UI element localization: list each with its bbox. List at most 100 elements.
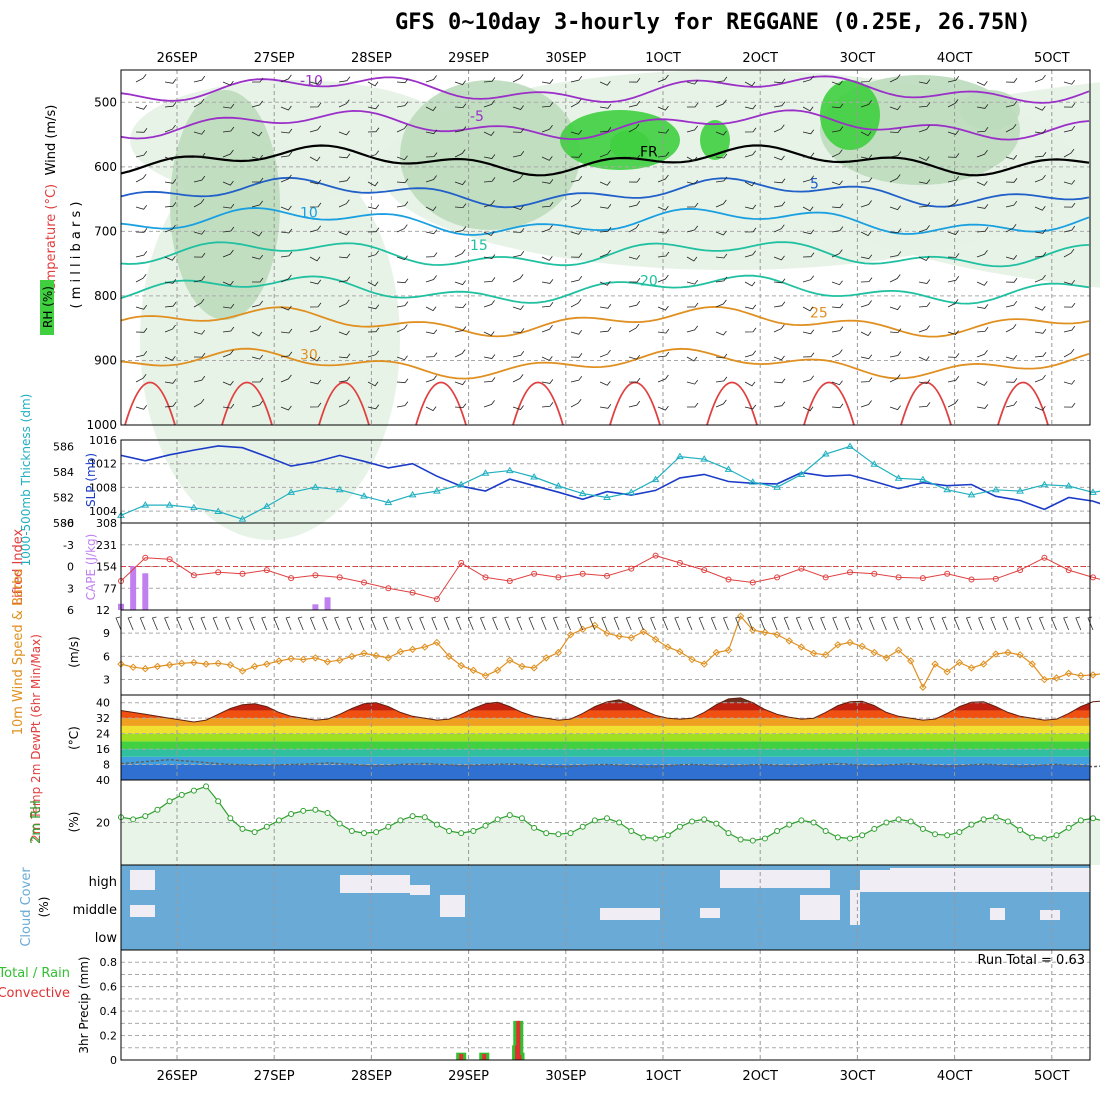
wind-barb-10m (382, 616, 389, 631)
rh2m-point (1065, 824, 1072, 831)
wind-barb (657, 151, 670, 158)
wind-speed-point (1016, 651, 1024, 659)
wind-barb (135, 373, 147, 383)
wind-barb (367, 204, 380, 210)
cloud-clear-patch (720, 870, 830, 888)
wind-barb (164, 379, 177, 384)
wind-barb (976, 81, 988, 86)
wind-barb (1063, 279, 1076, 285)
date-label-bottom: 26SEP (157, 1069, 198, 1084)
wind-barb-10m (176, 616, 183, 631)
wind-barb (657, 74, 669, 83)
rh2m-point (385, 823, 392, 830)
precip-tick-label: 0.6 (100, 981, 118, 994)
wind-barb (338, 399, 350, 408)
wind-barb-10m (978, 616, 985, 631)
rh2m-point (567, 830, 574, 837)
wind-speed-point (481, 671, 490, 680)
wind-barb (802, 75, 815, 83)
wind-barb (135, 350, 148, 358)
rh2m-point (130, 816, 137, 823)
wind-barb (918, 156, 930, 162)
date-label-top: 28SEP (351, 51, 392, 66)
wind-barb (309, 279, 322, 285)
wind-barb (599, 226, 612, 233)
precip-tick-label: 0.4 (100, 1005, 118, 1018)
wind-barb (454, 380, 466, 386)
wind-barb (1034, 351, 1047, 358)
wind-barb (889, 405, 901, 411)
wind-barb (135, 273, 147, 283)
wind-speed-point (433, 638, 441, 647)
rh2m-point (822, 828, 829, 834)
wind-barb (570, 298, 582, 308)
wind-barb (222, 149, 234, 158)
wind-barb (1063, 79, 1076, 85)
wind-barb (802, 229, 815, 235)
surface-heat-contour (124, 381, 176, 426)
wind10-unit-label: (m/s) (67, 636, 81, 667)
wind-barb-10m (698, 616, 705, 631)
temperature-band (121, 764, 1090, 780)
wind-barb-10m (188, 616, 195, 631)
wind-barb (135, 228, 148, 233)
wind-barb (831, 226, 844, 233)
wind-barb (947, 353, 960, 358)
wind-barb (686, 179, 699, 185)
precip-convective-bar (459, 1053, 464, 1060)
lifted-index-point (142, 554, 149, 561)
cloud-clear-patch (600, 908, 660, 920)
isotherm-label: 10 (300, 206, 318, 222)
rh2m-point (591, 817, 598, 824)
wind-barb-10m (236, 616, 243, 631)
wind-barb (687, 302, 699, 308)
wind-barb (570, 175, 583, 183)
rh2m-point (968, 821, 975, 828)
lifted-index-point (798, 565, 805, 572)
wind-barb (860, 200, 872, 208)
wind-barb (396, 401, 409, 408)
wind-barb-10m (820, 616, 827, 631)
lifted-index-point (555, 574, 562, 581)
surface-heat-contour (803, 381, 855, 426)
wind-barb-10m (552, 616, 559, 631)
wind-barb-10m (516, 616, 523, 631)
pressure-tick-label: 900 (94, 353, 117, 367)
wind-barb (164, 356, 176, 361)
wind-barb (773, 155, 785, 161)
rh2m-point (446, 828, 453, 834)
thickness-point (676, 452, 684, 460)
wind-barb (396, 178, 409, 184)
precip-convective-bar (516, 1020, 521, 1060)
wind-barb (976, 104, 989, 109)
wind-barb-10m (164, 616, 170, 631)
wind-barb (715, 230, 727, 236)
precip-convective-legend: Convective (0, 986, 70, 1001)
wind-barb (860, 100, 872, 108)
wind-barb (918, 325, 930, 333)
wind-speed-point (1089, 671, 1097, 679)
wind-barb (802, 129, 815, 135)
temperature-tick-label: 32 (96, 712, 110, 725)
wind-barb (222, 180, 234, 186)
slp-line (120, 445, 1100, 511)
wind-barb-10m (115, 616, 122, 631)
wind-barb (831, 126, 844, 133)
thickness-point (433, 487, 441, 494)
thickness-tick-label: 586 (53, 440, 74, 453)
wind-barb (715, 276, 728, 283)
wind-barb (773, 301, 786, 308)
lifted-index-point (871, 570, 878, 577)
rh2m-point (288, 811, 295, 817)
wind-barb (947, 76, 960, 83)
wind-barb (1005, 278, 1018, 283)
wind-barb (512, 351, 525, 358)
rh-shade-area (700, 120, 730, 160)
lifted-index-tick-label: 6 (67, 604, 74, 617)
wind-barb (512, 274, 524, 283)
wind-barb (889, 374, 901, 383)
rh2m-point (786, 821, 793, 828)
wind-barb (860, 377, 873, 383)
wind-speed-tick-label: 9 (103, 627, 110, 640)
